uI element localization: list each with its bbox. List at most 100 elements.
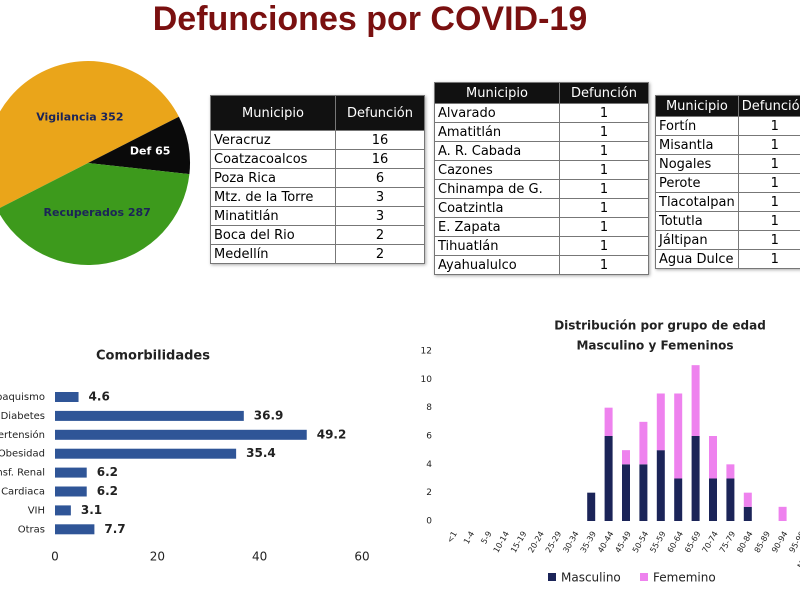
table-row: Jáltipan 1 — [655, 230, 800, 250]
table-row: Totutla 1 — [655, 211, 800, 231]
x-tick-label: 65-69 — [683, 530, 702, 555]
y-tick-label: Obesidad — [0, 449, 45, 460]
pie-category: Recuperados — [44, 206, 125, 219]
table-cell: Tihuatlán — [434, 236, 560, 256]
pie-value: 287 — [128, 206, 151, 219]
table-cell: A. R. Cabada — [434, 141, 560, 161]
x-tick-label: 60 — [354, 550, 369, 564]
x-tick-label: 5-9 — [479, 530, 493, 546]
value-label: 49.2 — [317, 427, 347, 441]
header-cell: Defunción — [559, 82, 649, 104]
pie-label: Recuperados 287 — [44, 206, 151, 219]
y-tick-label: VIH — [28, 505, 45, 516]
table-cell: 2 — [335, 244, 425, 264]
table: Municipio Defunción Alvarado 1 Amatitlán 1 A. … — [434, 82, 649, 275]
bar — [55, 467, 87, 478]
table-cell: 1 — [737, 192, 800, 212]
table-cell: 6 — [335, 168, 425, 188]
bar — [55, 486, 87, 497]
table-row: Minatitlán 3 — [210, 206, 425, 226]
x-tick-label: 20 — [150, 550, 165, 564]
bar-segment — [778, 506, 787, 521]
table-cell: 1 — [559, 103, 649, 123]
table-cell: 16 — [335, 149, 425, 169]
bar-segment — [587, 492, 596, 521]
bar — [55, 524, 95, 535]
table-cell: Coatzintla — [434, 198, 560, 218]
bar-segment — [726, 464, 735, 479]
pie-label: Vigilancia 352 — [36, 111, 123, 124]
bar-segment — [604, 407, 613, 436]
table-cell: Chinampa de G. — [434, 179, 560, 199]
table-row: A. R. Cabada 1 — [434, 141, 649, 161]
bar-segment — [639, 464, 648, 521]
x-tick-label: 55-59 — [648, 530, 667, 555]
y-tick-label: Cardiaca — [1, 487, 45, 498]
x-tick-label: 60-64 — [666, 530, 685, 555]
header-cell: Municipio — [434, 82, 560, 104]
table-cell: 3 — [335, 206, 425, 226]
table-row: Coatzintla 1 — [434, 198, 649, 218]
pie-label: Def 65 — [130, 145, 171, 158]
x-tick-label: 0 — [51, 550, 59, 564]
x-tick-label: 30-34 — [561, 530, 580, 555]
pie-category: Vigilancia — [36, 111, 96, 124]
y-tick-label: 4 — [426, 460, 432, 470]
y-tick-label: Hipertensión — [0, 429, 45, 441]
x-tick-label: 85-89 — [753, 530, 772, 555]
table-cell: 1 — [737, 230, 800, 250]
table-cell: 3 — [335, 187, 425, 207]
table-cell: Nogales — [655, 154, 739, 174]
x-tick-label: 25-29 — [544, 530, 563, 555]
table-cell: Misantla — [655, 135, 739, 155]
y-tick-label: 2 — [426, 488, 432, 498]
x-tick-label: 15-19 — [509, 530, 528, 555]
table-cell: Cazones — [434, 160, 560, 180]
table-cell: Ayahualulco — [434, 255, 560, 275]
table-row: Boca del Rio 2 — [210, 225, 425, 245]
table-cell: 2 — [335, 225, 425, 245]
bar-segment — [622, 464, 630, 521]
value-label: 35.4 — [246, 446, 276, 460]
page-title: Defunciones por COVID-19 — [152, 0, 588, 38]
table-cell: Mtz. de la Torre — [210, 187, 336, 207]
table-row: Ayahualulco 1 — [434, 255, 649, 275]
table-row: Cazones 1 — [434, 160, 649, 180]
x-tick-label: 35-39 — [579, 530, 598, 555]
x-tick-label: 95-99 — [787, 530, 800, 555]
table-cell: 1 — [737, 249, 800, 269]
y-tick-label: 10 — [421, 375, 433, 385]
table-row: Fortín 1 — [655, 116, 800, 136]
bar-segment — [743, 492, 752, 507]
chart-title: Distribución por grupo de edad — [554, 319, 766, 333]
legend-swatch — [548, 573, 556, 581]
bar-segment — [709, 436, 717, 479]
table-cell: Tlacotalpan — [655, 192, 739, 212]
x-tick-label: 10-14 — [492, 530, 511, 555]
bar-segment — [691, 436, 700, 521]
value-label: 36.9 — [254, 408, 284, 422]
table-cell: 1 — [559, 141, 649, 161]
bar-segment — [709, 478, 717, 521]
table-cell: 1 — [559, 255, 649, 275]
value-label: 7.7 — [104, 522, 125, 536]
header-cell: Municipio — [210, 95, 336, 131]
table-cell: Boca del Rio — [210, 225, 336, 245]
table-cell: Minatitlán — [210, 206, 336, 226]
bar-segment — [639, 421, 648, 465]
bar-segment — [743, 506, 752, 521]
pie-slice — [88, 116, 190, 175]
y-tick-label: 12 — [421, 347, 432, 357]
table-row: Coatzacoalcos 16 — [210, 149, 425, 169]
table-row: Agua Dulce 1 — [655, 249, 800, 269]
legend-swatch — [640, 573, 648, 581]
bar-segment — [691, 365, 700, 436]
legend-label: Masculino — [561, 571, 621, 585]
bar-segment — [656, 450, 665, 521]
table-row: Nogales 1 — [655, 154, 800, 174]
bar — [55, 392, 79, 402]
table-row: Alvarado 1 — [434, 103, 649, 123]
table-row: Veracruz 16 — [210, 130, 425, 150]
